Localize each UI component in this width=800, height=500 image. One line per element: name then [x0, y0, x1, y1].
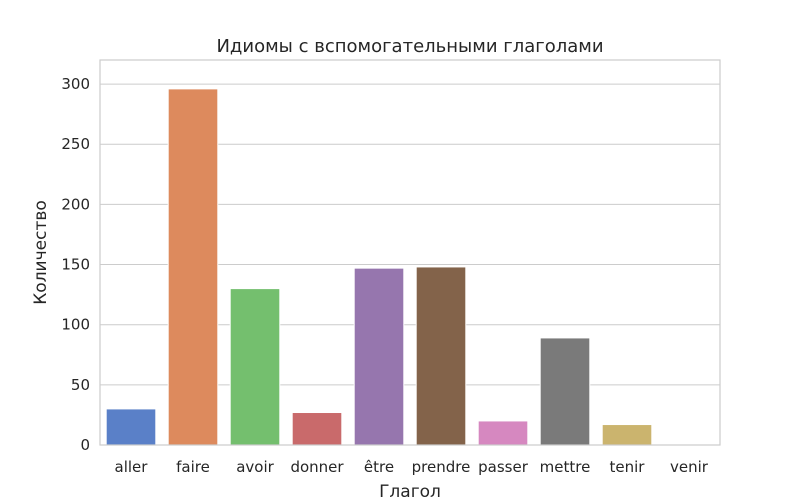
x-tick-label: aller — [115, 458, 149, 476]
chart-title: Идиомы с вспомогательными глаголами — [216, 36, 603, 57]
x-tick-label: être — [364, 458, 394, 476]
bar-passer — [477, 420, 529, 446]
x-axis-label: Глагол — [379, 482, 441, 500]
y-axis-label: Количество — [31, 200, 51, 305]
x-tick-label: venir — [670, 458, 709, 476]
bars — [105, 88, 653, 446]
bar-être — [353, 267, 405, 446]
bar-avoir — [229, 288, 281, 446]
bar-prendre — [415, 266, 467, 446]
x-tick-labels: aller faire avoir donner être prendre passer me… — [115, 458, 709, 476]
y-tick-label: 150 — [61, 256, 90, 274]
x-tick-label: faire — [176, 458, 210, 476]
y-tick-label: 300 — [61, 75, 90, 93]
y-tick-label: 250 — [61, 135, 90, 153]
x-tick-label: mettre — [540, 458, 591, 476]
plot-frame — [99, 59, 721, 446]
y-tick-labels: 0 50 100 150 200 250 300 — [61, 75, 90, 454]
y-tick-label: 50 — [71, 376, 90, 394]
y-tick-label: 100 — [61, 316, 90, 334]
x-tick-label: passer — [478, 458, 529, 476]
bar-donner — [291, 412, 343, 446]
x-tick-label: prendre — [412, 458, 471, 476]
bar-mettre — [539, 337, 591, 446]
bar-faire — [167, 88, 219, 446]
x-tick-label: tenir — [610, 458, 646, 476]
x-tick-label: avoir — [236, 458, 274, 476]
y-tick-label: 0 — [80, 436, 90, 454]
bar-tenir — [601, 424, 653, 446]
x-tick-label: donner — [290, 458, 344, 476]
y-tick-label: 200 — [61, 195, 90, 213]
bar-aller — [105, 408, 157, 446]
